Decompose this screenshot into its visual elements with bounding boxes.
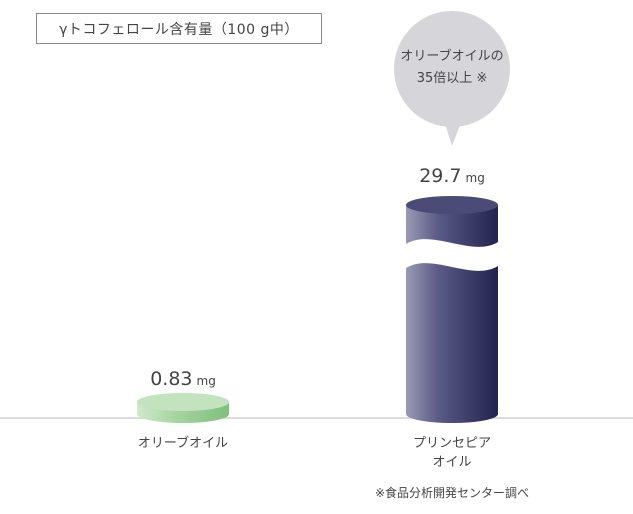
callout-bubble: オリーブオイルの 35倍以上 ※ (394, 11, 510, 146)
bar-olive-top (137, 393, 229, 411)
value-label-olive-number: 0.83 (150, 368, 192, 390)
value-label-princepia-number: 29.7 (419, 165, 461, 187)
callout-line-2: 35倍以上 ※ (417, 71, 488, 86)
bar-princepia-top (406, 196, 498, 214)
bar-princepia-upper (406, 205, 498, 247)
chart-title: γトコフェロール含有量（100 g中） (36, 13, 322, 44)
value-label-princepia-unit: mg (466, 171, 485, 185)
footnote: ※食品分析開発センター調べ (375, 485, 529, 500)
callout-line-1: オリーブオイルの (400, 48, 503, 64)
value-label-olive: 0.83 mg (150, 368, 216, 390)
value-label-princepia: 29.7 mg (419, 165, 485, 187)
bar-princepia-lower (406, 263, 498, 423)
category-label-princepia-2: オイル (432, 455, 471, 470)
category-label-olive: オリーブオイル (138, 435, 228, 451)
value-label-olive-unit: mg (197, 374, 216, 388)
category-label-princepia-1: プリンセピア (413, 436, 491, 451)
